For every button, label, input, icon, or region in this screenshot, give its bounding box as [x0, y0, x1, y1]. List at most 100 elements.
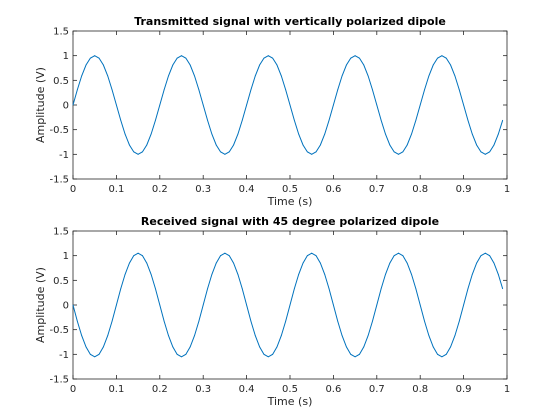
data-point: [76, 89, 78, 91]
data-point: [346, 346, 347, 348]
data-point: [280, 335, 282, 336]
y-tick-label: 0: [63, 101, 69, 112]
data-point: [402, 151, 404, 153]
x-tick-label: 0: [70, 184, 76, 195]
data-point: [467, 288, 469, 290]
data-point: [72, 104, 74, 106]
data-point: [350, 57, 352, 59]
y-tick-label: -1: [59, 150, 69, 161]
data-point: [176, 57, 178, 59]
y-axis-label: Amplitude (V): [34, 267, 47, 343]
data-point: [471, 274, 473, 275]
data-point: [432, 64, 434, 66]
data-point: [111, 89, 113, 91]
data-point: [393, 255, 395, 257]
data-point: [285, 320, 287, 322]
chart-title: Transmitted signal with vertically polar…: [134, 15, 446, 28]
data-point: [155, 288, 156, 290]
data-point: [341, 335, 343, 336]
data-point: [367, 335, 369, 336]
data-point: [181, 356, 182, 358]
data-point: [328, 119, 330, 121]
data-point: [207, 119, 208, 121]
data-point: [315, 255, 317, 257]
data-point: [202, 104, 204, 106]
data-point: [189, 64, 191, 66]
x-tick-label: 0.8: [412, 384, 428, 395]
data-point: [150, 274, 152, 275]
data-point: [237, 274, 239, 275]
y-axis-label: Amplitude (V): [34, 67, 47, 143]
data-point: [450, 346, 451, 348]
data-point: [107, 75, 109, 77]
data-point: [393, 151, 395, 153]
data-point: [476, 144, 478, 146]
chart-title: Received signal with 45 degree polarized…: [141, 215, 439, 228]
data-point: [445, 353, 447, 355]
data-point: [168, 335, 169, 336]
data-point: [220, 151, 221, 153]
data-point: [484, 252, 486, 254]
data-point: [116, 304, 117, 306]
data-point: [424, 320, 425, 322]
data-point: [385, 133, 386, 135]
data-point: [120, 288, 122, 290]
data-point: [346, 64, 347, 66]
subplot-received: 0 0.1 0.2 0.3 0.4 0.5 0.6 0.7 0.8 0.9 1 -1.5 -1 -0.5 0…: [34, 215, 510, 408]
data-point: [202, 304, 204, 306]
data-point: [120, 119, 122, 121]
data-point: [415, 119, 417, 121]
data-point: [194, 335, 195, 336]
data-point: [354, 55, 356, 57]
data-point: [363, 64, 365, 66]
data-point: [246, 304, 248, 306]
data-point: [85, 64, 87, 66]
data-point: [406, 144, 408, 146]
data-point: [263, 353, 265, 355]
x-tick-label: 0.7: [369, 384, 385, 395]
data-point: [237, 133, 239, 135]
data-point: [428, 335, 430, 336]
data-point: [250, 320, 252, 322]
data-point: [172, 346, 174, 348]
data-point: [246, 104, 248, 106]
x-tick-label: 0.4: [239, 184, 255, 195]
data-point: [124, 133, 126, 135]
y-tick-label: 1.5: [53, 227, 69, 238]
series-line: [72, 252, 504, 358]
data-point: [467, 119, 469, 121]
data-point: [432, 346, 434, 348]
x-tick-label: 0.2: [152, 184, 168, 195]
data-point: [129, 262, 130, 264]
data-point: [458, 89, 460, 91]
data-point: [272, 57, 274, 59]
y-tick-label: -1.5: [49, 375, 69, 386]
data-point: [211, 274, 213, 275]
data-point: [497, 274, 499, 275]
data-point: [363, 346, 365, 348]
data-point: [385, 274, 386, 275]
data-point: [81, 335, 83, 336]
data-point: [441, 55, 443, 57]
data-point: [241, 119, 243, 121]
data-point: [176, 353, 178, 355]
data-point: [198, 320, 200, 322]
data-point: [463, 304, 464, 306]
data-point: [250, 89, 252, 91]
data-point: [259, 346, 261, 348]
data-point: [419, 304, 421, 306]
series-line: [72, 55, 504, 155]
data-point: [133, 255, 135, 257]
data-point: [172, 64, 174, 66]
data-point: [124, 274, 126, 275]
data-point: [224, 153, 226, 155]
data-point: [98, 57, 100, 59]
data-point: [380, 119, 382, 121]
data-point: [376, 304, 378, 306]
data-point: [285, 89, 287, 91]
data-point: [359, 353, 360, 355]
data-point: [415, 288, 417, 290]
data-point: [142, 151, 143, 153]
data-point: [367, 75, 369, 77]
y-tick-label: -0.5: [49, 325, 69, 336]
